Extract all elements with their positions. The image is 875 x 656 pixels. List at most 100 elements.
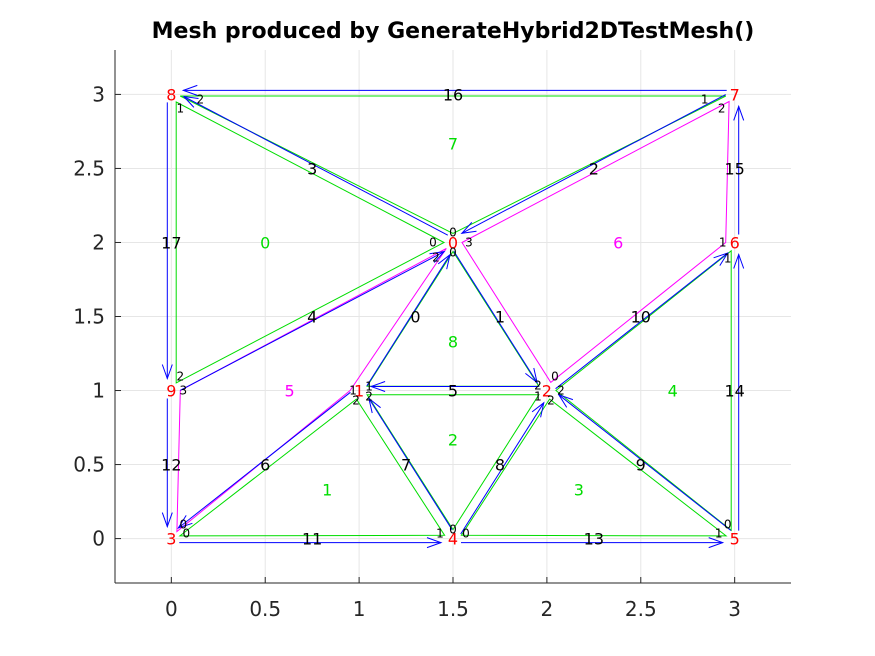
edge-arrowhead <box>733 104 745 121</box>
triangle-cell-outline <box>178 398 446 537</box>
edge-arrowhead <box>460 222 477 234</box>
cell-label: 6 <box>613 233 623 252</box>
y-tick-label: 2.5 <box>73 156 105 180</box>
local-index-label: 0 <box>179 518 187 532</box>
local-index-label: 1 <box>715 527 723 541</box>
edge-arrowhead <box>426 537 443 549</box>
cell-label: 2 <box>448 430 458 449</box>
cell-label: 5 <box>285 382 295 401</box>
cell-label: 7 <box>448 134 458 153</box>
edge-arrowhead <box>437 253 451 270</box>
y-tick-label: 1 <box>92 379 105 403</box>
local-index-label: 1 <box>349 384 357 398</box>
local-index-label: 0 <box>449 523 457 537</box>
local-index-label: 2 <box>365 390 373 404</box>
triangle-cell-outline <box>366 394 540 531</box>
mesh-cells <box>175 95 732 537</box>
vertex-label: 5 <box>730 530 740 549</box>
local-index-label: 3 <box>179 384 187 398</box>
edge-line <box>183 96 449 236</box>
edge-arrowhead <box>429 250 446 263</box>
edge-line <box>366 254 451 387</box>
edge-arrowhead <box>181 84 198 96</box>
edge-label: 8 <box>495 456 505 475</box>
local-index-label: 1 <box>701 92 709 106</box>
x-tick-label: 0.5 <box>249 597 281 621</box>
mesh-edges <box>161 84 745 549</box>
local-index-label: 0 <box>724 518 732 532</box>
x-tick-label: 2 <box>541 597 554 621</box>
y-tick-label: 3 <box>92 82 105 106</box>
quad-cell-outline <box>176 248 447 533</box>
edge-line <box>460 402 545 535</box>
vertex-label: 2 <box>542 382 552 401</box>
x-tick-label: 2.5 <box>625 597 657 621</box>
vertex-label: 8 <box>166 85 176 104</box>
edge-arrowhead <box>182 95 199 108</box>
edge-label: 16 <box>443 85 463 104</box>
local-index-label: 1 <box>719 236 727 250</box>
local-index-label: 0 <box>551 370 559 384</box>
x-tick-label: 1 <box>353 597 366 621</box>
vertex-label: 4 <box>448 530 458 549</box>
edge-line <box>180 251 445 391</box>
edge-label: 2 <box>589 159 599 178</box>
edge-label: 7 <box>401 456 411 475</box>
cell-label: 4 <box>668 382 678 401</box>
local-index-label: 2 <box>432 251 440 265</box>
x-tick-label: 0 <box>165 597 178 621</box>
triangle-cell-outline <box>175 101 446 384</box>
edge-label: 11 <box>302 530 322 549</box>
cell-label: 8 <box>448 333 458 352</box>
edge-line <box>368 398 453 530</box>
edge-label: 1 <box>495 308 505 327</box>
vertex-label: 1 <box>354 382 364 401</box>
y-tick-label: 2 <box>92 230 105 254</box>
local-index-label: 2 <box>352 394 360 408</box>
vertex-label: 3 <box>166 530 176 549</box>
local-index-label: 0 <box>182 527 190 541</box>
edge-arrowhead <box>369 381 386 392</box>
edge-label: 14 <box>724 382 744 401</box>
y-tick-label: 0 <box>92 527 105 551</box>
edge-arrowhead <box>708 537 725 549</box>
edge-label: 17 <box>161 233 181 252</box>
edge-label: 4 <box>307 308 317 327</box>
edge-arrowhead <box>161 512 173 529</box>
edge-arrowhead <box>161 364 173 380</box>
cell-label: 0 <box>260 233 270 252</box>
edge-line <box>461 94 726 234</box>
triangle-cell-outline <box>460 398 728 537</box>
edge-label: 3 <box>307 159 317 178</box>
chart-title: Mesh produced by GenerateHybrid2DTestMes… <box>152 19 755 44</box>
edge-label: 5 <box>448 382 458 401</box>
local-index-label: 2 <box>196 92 204 106</box>
local-index-label: 2 <box>557 384 565 398</box>
local-index-label: 0 <box>462 527 470 541</box>
local-index-label: 1 <box>176 101 184 115</box>
edge-line <box>558 394 732 531</box>
edge-label: 6 <box>260 456 270 475</box>
triangle-cell-outline <box>179 95 727 235</box>
edge-label: 13 <box>584 530 604 549</box>
edge-arrowhead <box>177 515 193 529</box>
vertex-label: 6 <box>730 233 740 252</box>
vertex-label: 7 <box>730 85 740 104</box>
local-index-label: 0 <box>449 226 457 240</box>
edge-line <box>555 252 729 390</box>
vertex-label: 9 <box>166 382 176 401</box>
edge-arrowhead <box>557 393 574 408</box>
local-index-label: 1 <box>436 527 444 541</box>
edge-label: 12 <box>161 456 181 475</box>
local-index-label: 2 <box>718 101 726 115</box>
edge-arrowhead <box>713 252 729 266</box>
cell-label: 1 <box>322 481 332 500</box>
local-index-label: 0 <box>429 236 437 250</box>
x-tick-label: 1.5 <box>437 597 469 621</box>
edge-arrowhead <box>368 397 381 414</box>
vertex-label: 0 <box>448 233 458 252</box>
quad-cell-outline <box>461 100 730 384</box>
